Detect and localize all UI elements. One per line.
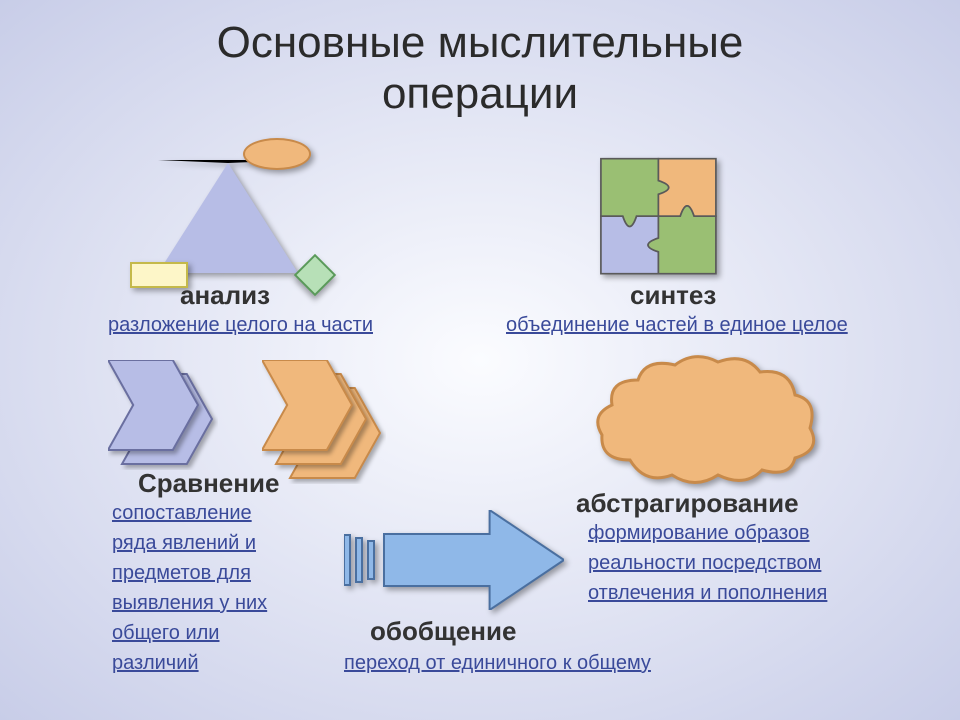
analysis-triangle-icon — [158, 160, 298, 273]
abstraction-label: абстрагирование — [576, 488, 799, 519]
page-title: Основные мыслительные операции — [0, 18, 960, 119]
synthesis-desc: объединение частей в единое целое — [506, 310, 946, 340]
title-line1: Основные мыслительные — [217, 18, 744, 67]
analysis-desc: разложение целого на части — [108, 310, 468, 340]
comparison-label: Сравнение — [138, 468, 279, 499]
analysis-label: анализ — [180, 280, 270, 311]
title-line2: операции — [382, 69, 578, 118]
abstraction-desc: формирование образовреальности посредств… — [588, 518, 948, 608]
comparison-arrows-group1-icon — [108, 360, 218, 475]
synthesis-puzzle-icon — [570, 138, 733, 281]
analysis-ellipse-icon — [243, 138, 311, 170]
comparison-desc: сопоставлениеряда явлений ипредметов для… — [112, 498, 372, 678]
comparison-arrows-group2-icon — [262, 360, 386, 489]
abstraction-cloud-icon — [590, 350, 820, 495]
generalization-label: обобщение — [370, 616, 516, 647]
generalization-desc: переход от единичного к общему — [344, 648, 784, 678]
generalization-arrow-icon — [344, 510, 564, 615]
synthesis-label: синтез — [630, 280, 716, 311]
